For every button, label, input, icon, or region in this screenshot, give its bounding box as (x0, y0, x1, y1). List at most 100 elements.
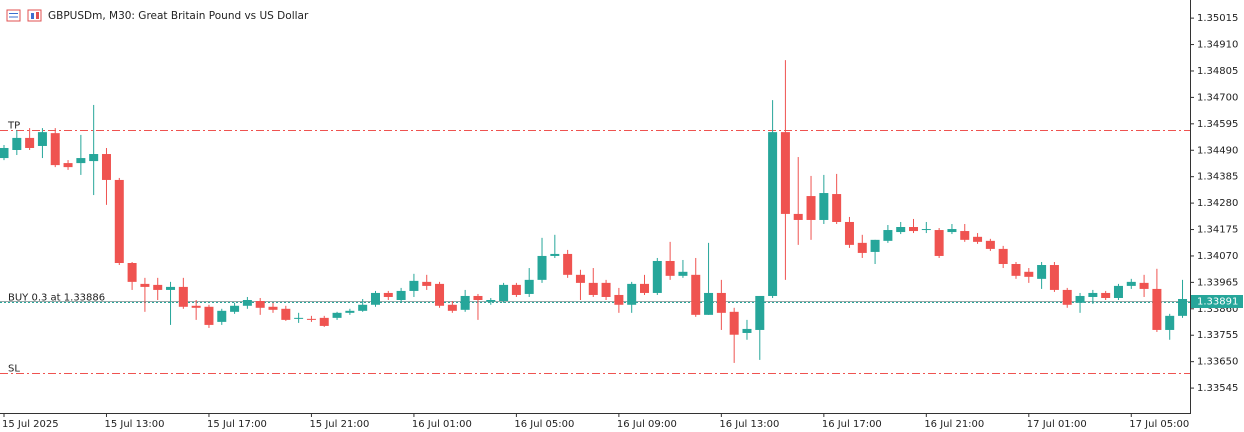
candle-body (25, 137, 35, 148)
candle-body (793, 213, 803, 220)
candle-body (37, 132, 47, 146)
y-tick-label: 1.33650 (1197, 357, 1238, 368)
candle-body (857, 242, 867, 253)
candle-body (1152, 288, 1162, 330)
candle-body (294, 317, 304, 319)
candle-body (396, 290, 406, 300)
x-tick-label: 16 Jul 09:00 (617, 419, 677, 430)
candle-body (627, 283, 637, 305)
x-tick-label: 16 Jul 05:00 (514, 419, 574, 430)
candle-body (140, 283, 150, 287)
y-tick-label: 1.34595 (1197, 119, 1238, 130)
candle-body (358, 304, 368, 311)
candle-body (486, 299, 496, 302)
candle-body (166, 286, 176, 290)
candle-body (409, 280, 419, 291)
current-price-label: 1.33891 (1197, 297, 1238, 308)
candle-body (153, 284, 163, 290)
candle-body (537, 255, 547, 280)
candle-body (652, 260, 662, 293)
candle-body (511, 284, 521, 295)
icon-bar (36, 12, 39, 19)
candle-body (499, 284, 509, 302)
candle-body (1139, 282, 1149, 289)
chart-title: GBPUSDm, M30: Great Britain Pound vs US … (48, 10, 309, 22)
candle-body (230, 305, 240, 312)
candle-body (844, 221, 854, 245)
candle-body (985, 240, 995, 249)
candle-body (89, 154, 99, 162)
candle-body (101, 154, 111, 180)
candle-body (998, 248, 1008, 265)
candle-body (319, 317, 329, 326)
candle-body (883, 230, 893, 241)
candle-body (345, 310, 355, 313)
y-tick-label: 1.34280 (1197, 198, 1238, 209)
candle-body (370, 292, 380, 305)
icon-bar (31, 13, 34, 19)
y-tick-label: 1.34805 (1197, 66, 1238, 77)
candle-body (114, 179, 124, 264)
candle-body (1049, 265, 1059, 290)
x-tick-label: 15 Jul 13:00 (104, 419, 164, 430)
candle-body (896, 227, 906, 233)
y-tick-label: 1.33860 (1197, 304, 1238, 315)
candle-body (0, 147, 9, 159)
candle-body (460, 295, 470, 310)
x-tick-label: 17 Jul 05:00 (1129, 419, 1189, 430)
candle-body (447, 304, 457, 311)
candle-body (832, 194, 842, 222)
candle-body (76, 158, 86, 164)
candle-body (563, 253, 573, 275)
candle-body (550, 253, 560, 256)
candle-body (1062, 289, 1072, 305)
symbol-icons (6, 9, 42, 22)
x-tick-label: 16 Jul 01:00 (412, 419, 472, 430)
candle-body (742, 328, 752, 333)
y-tick-label: 1.34490 (1197, 145, 1238, 156)
candle-body (768, 132, 778, 296)
icon-list (6, 9, 21, 22)
candle-body (973, 236, 983, 242)
candle-body (601, 282, 611, 297)
candle-body (1088, 292, 1098, 297)
candle-body (678, 271, 688, 276)
candle-body (1024, 271, 1034, 277)
y-tick-label: 1.33755 (1197, 330, 1238, 341)
candle-body (729, 311, 739, 335)
y-tick-label: 1.33965 (1197, 277, 1238, 288)
candle-body (1037, 265, 1047, 279)
candle-body (12, 137, 22, 150)
current-price-box (1191, 295, 1243, 308)
candle-body (268, 306, 278, 310)
candle-body (242, 299, 252, 306)
candle-body (1113, 285, 1123, 298)
candle-body (63, 163, 73, 168)
candle-body (332, 312, 342, 318)
candle-body (806, 196, 816, 220)
candle-body (870, 239, 880, 252)
x-tick-label: 16 Jul 21:00 (924, 419, 984, 430)
candle-body (306, 318, 316, 320)
icon-chart (27, 9, 42, 22)
candle-body (575, 274, 585, 283)
x-tick-label: 16 Jul 13:00 (719, 419, 779, 430)
candle-body (1126, 281, 1136, 286)
candle-body (422, 281, 432, 286)
candle-body (1075, 295, 1085, 303)
y-tick-label: 1.34070 (1197, 251, 1238, 262)
candle-body (588, 282, 598, 295)
y-tick-label: 1.34910 (1197, 40, 1238, 51)
candle-body (473, 295, 483, 300)
candle-body (281, 308, 291, 320)
level-label: SL (8, 364, 20, 375)
candle-body (191, 305, 201, 308)
candle-body (1165, 315, 1175, 330)
x-tick-label: 15 Jul 17:00 (207, 419, 267, 430)
candle-body (178, 286, 188, 307)
candle-body (50, 133, 60, 166)
candle-body (819, 193, 829, 220)
x-tick-label: 16 Jul 17:00 (822, 419, 882, 430)
